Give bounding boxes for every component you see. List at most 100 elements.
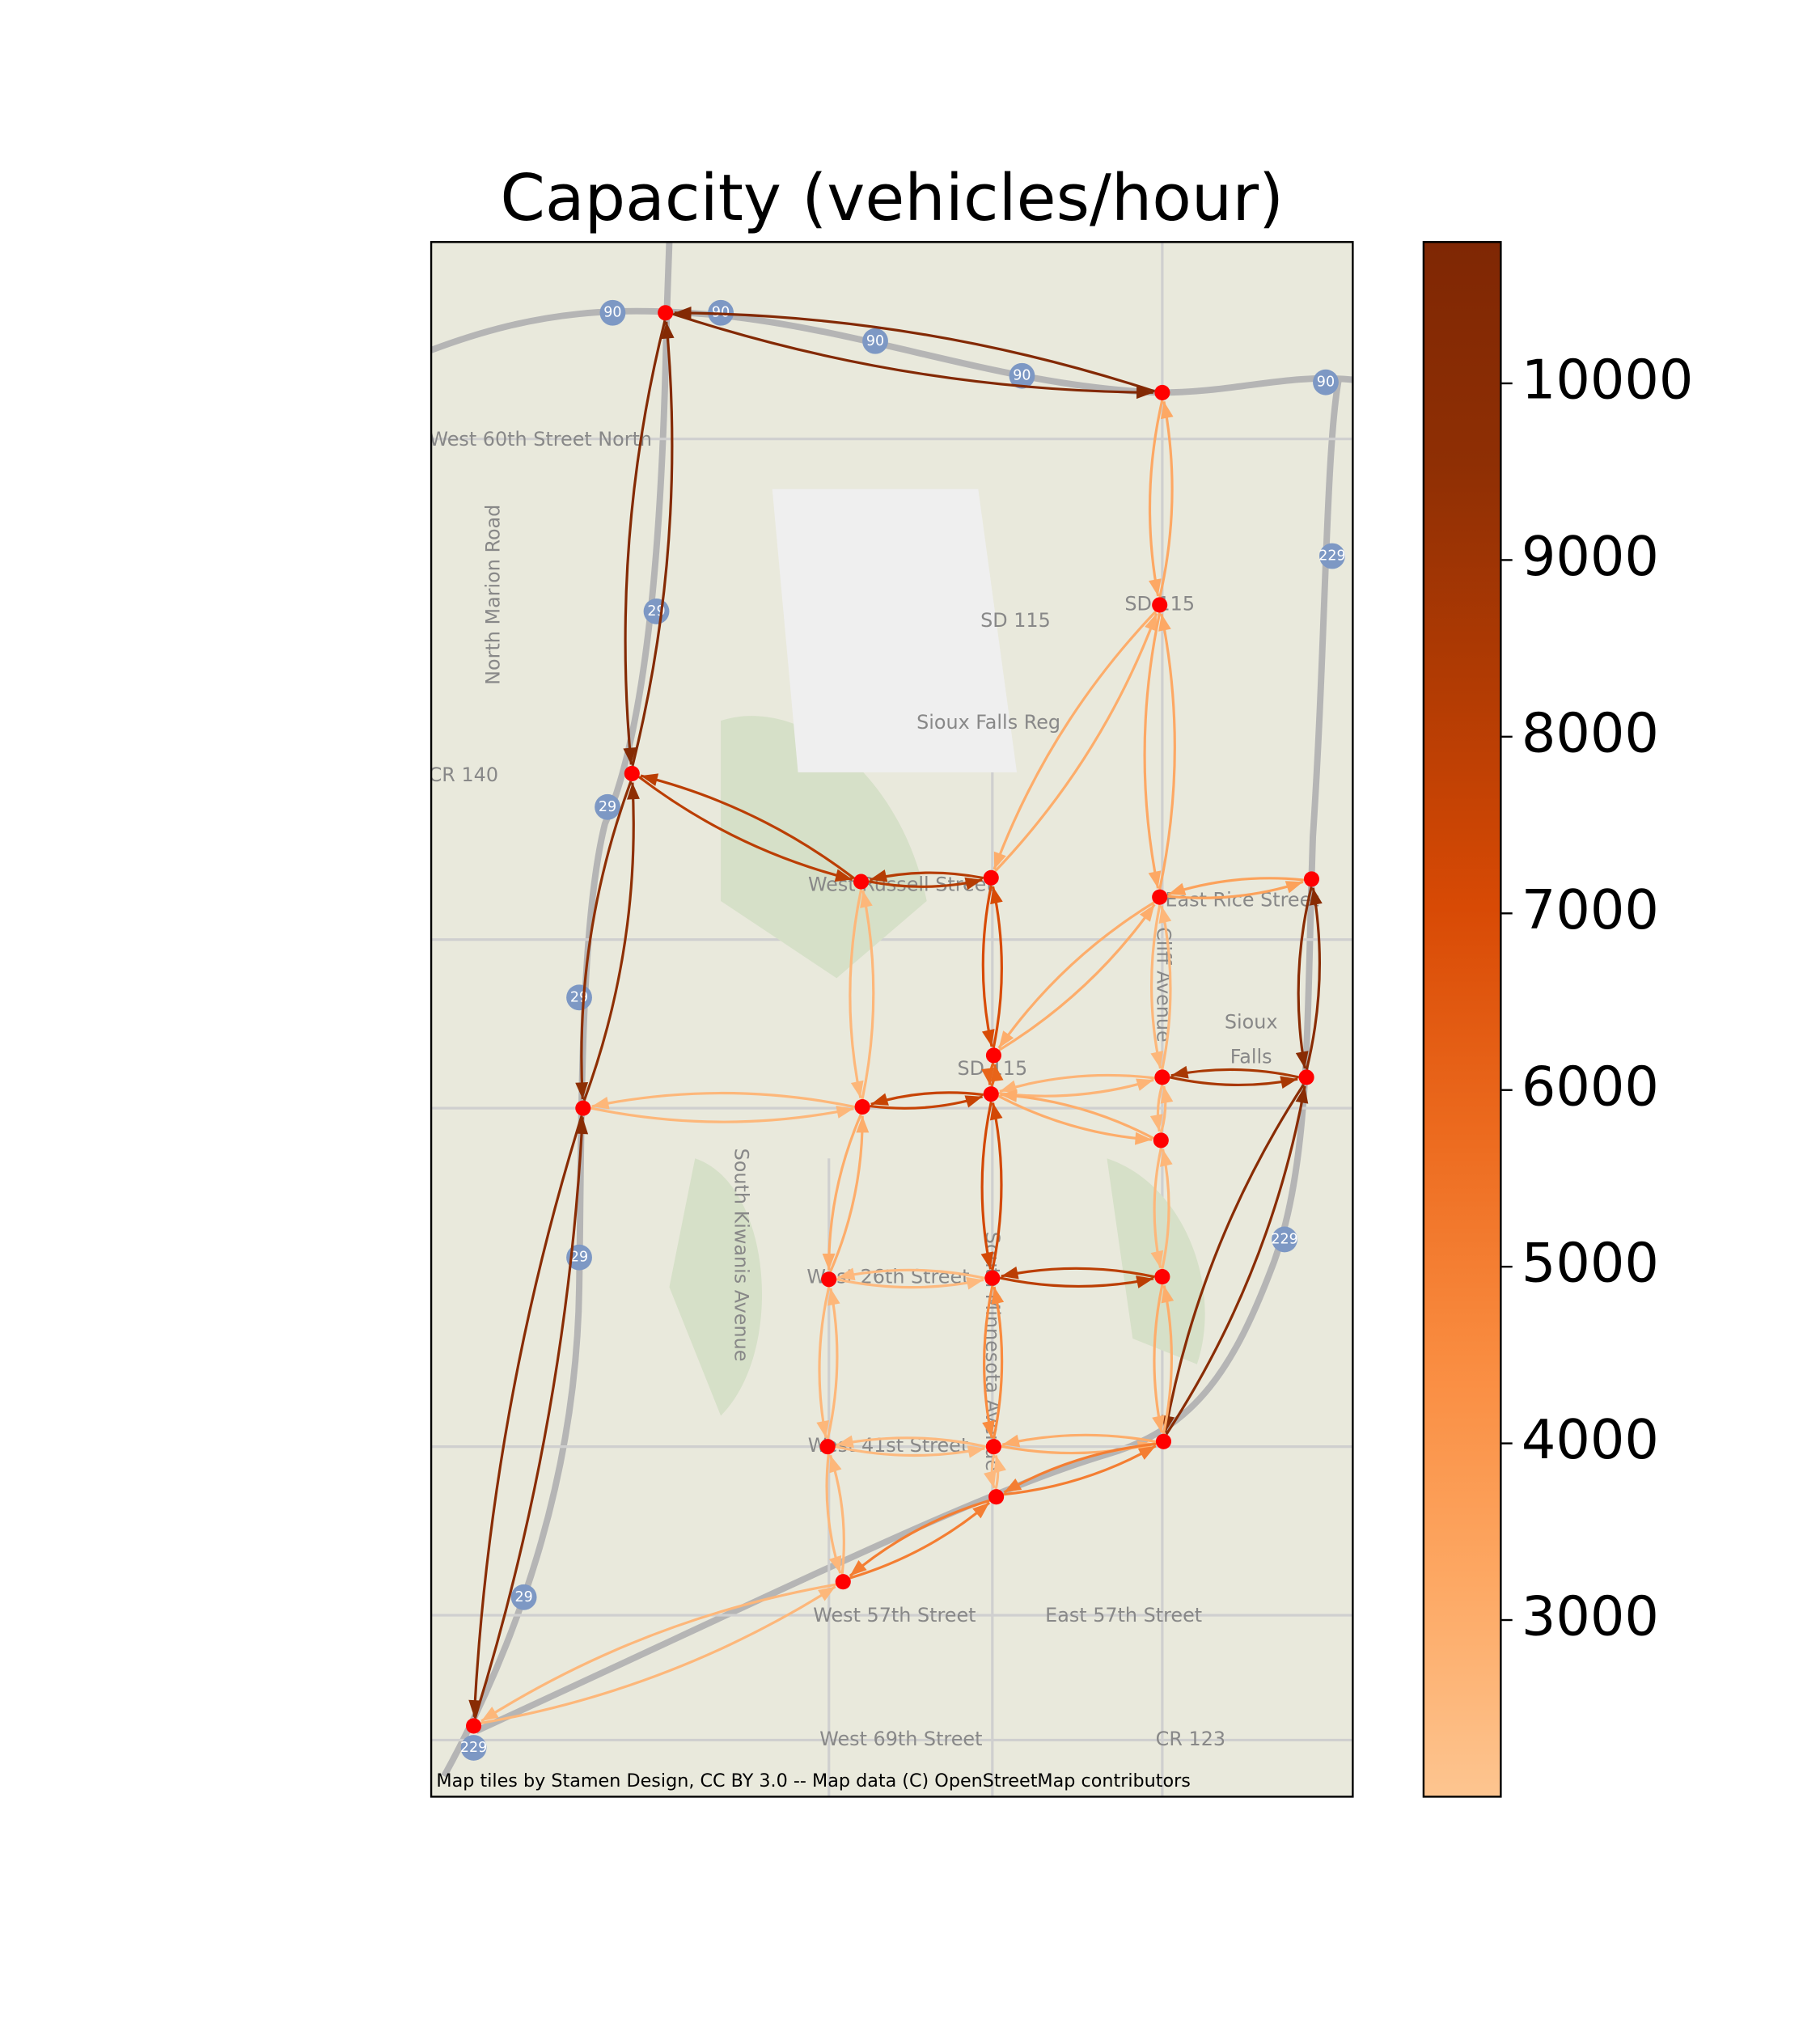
link <box>1148 400 1164 597</box>
node <box>983 1086 999 1102</box>
arrowhead <box>1161 1285 1175 1304</box>
link <box>1000 1093 1154 1140</box>
arrowhead <box>1002 1434 1021 1448</box>
arrowhead <box>837 1267 856 1281</box>
arrowhead <box>1152 1415 1165 1433</box>
link <box>590 1106 854 1123</box>
arrowhead <box>966 1276 984 1290</box>
node <box>1155 1433 1172 1449</box>
arrowhead <box>1145 613 1158 632</box>
map-label: West 60th Street North <box>430 428 652 451</box>
route-shield <box>1319 543 1345 569</box>
airport <box>772 489 1018 772</box>
arrowhead <box>1136 1078 1154 1091</box>
map-label: North Marion Road <box>482 505 505 685</box>
route-shield <box>460 1735 487 1761</box>
arrowhead <box>1168 882 1187 895</box>
arrowhead <box>999 1080 1018 1093</box>
arrowhead <box>984 1470 997 1488</box>
map-label: East 57th Street <box>1045 1604 1202 1626</box>
colorbar-tick-label: 3000 <box>1522 1585 1659 1648</box>
arrowhead <box>1160 1085 1174 1104</box>
link <box>849 889 863 1098</box>
colorbar-tick-label: 6000 <box>1522 1055 1659 1118</box>
arrowhead <box>1285 881 1303 894</box>
map-label: South Kiwanis Avenue <box>730 1148 752 1362</box>
arrowhead <box>1150 1250 1164 1268</box>
arrowhead <box>836 1106 854 1119</box>
node <box>853 874 870 890</box>
link <box>999 1073 1155 1093</box>
colorbar-tick-label: 10000 <box>1522 349 1694 412</box>
arrowhead <box>661 321 675 340</box>
map-label: 229 <box>1271 1231 1297 1247</box>
highway <box>475 379 1342 1734</box>
arrowhead <box>870 869 888 882</box>
arrowhead <box>834 869 853 882</box>
arrowhead <box>591 1096 610 1110</box>
node <box>854 1098 870 1115</box>
map-label: 229 <box>460 1740 487 1756</box>
arrowhead <box>1148 870 1162 889</box>
link <box>1158 401 1174 598</box>
link <box>861 890 875 1100</box>
link <box>1003 1445 1157 1496</box>
link <box>480 1583 836 1723</box>
link <box>835 1445 985 1457</box>
link <box>472 1115 583 1717</box>
arrowhead <box>870 1093 889 1106</box>
arrowhead <box>1295 1051 1309 1068</box>
arrowhead <box>1000 1089 1018 1102</box>
link <box>981 885 993 1047</box>
arrowhead <box>993 851 1006 869</box>
arrowhead <box>850 1080 864 1098</box>
arrowhead <box>1160 401 1174 420</box>
map-frame <box>430 241 1354 1798</box>
link <box>992 886 1003 1048</box>
route-shield <box>599 299 626 326</box>
node <box>466 1718 482 1734</box>
arrowhead <box>575 1081 589 1100</box>
arrowhead <box>1170 1065 1189 1079</box>
arrowhead <box>856 1115 870 1133</box>
node <box>1298 1069 1314 1085</box>
node <box>658 305 674 321</box>
node <box>835 1574 851 1590</box>
arrowhead <box>816 1419 829 1438</box>
arrowhead <box>993 1455 1006 1474</box>
title: Capacity (vehicles/hour) <box>500 160 1284 235</box>
link <box>1153 1284 1164 1433</box>
link <box>672 312 1153 394</box>
link <box>836 1278 984 1289</box>
arrowhead <box>623 747 637 765</box>
node <box>575 1100 591 1116</box>
map-label: 90 <box>1013 368 1031 384</box>
link <box>640 774 855 880</box>
link <box>1000 1276 1154 1288</box>
arrowhead <box>627 782 640 800</box>
map-label: 29 <box>514 1589 532 1605</box>
node <box>1154 1269 1170 1285</box>
link <box>1001 1267 1155 1279</box>
arrowhead <box>860 890 873 908</box>
map-label: 29 <box>599 799 616 815</box>
route-shield <box>1009 362 1035 389</box>
map-label: 90 <box>1317 374 1335 391</box>
node <box>1152 597 1168 613</box>
link <box>631 321 674 767</box>
link <box>580 780 633 1100</box>
arrowhead <box>1134 1132 1153 1145</box>
map-label: Falls <box>1230 1046 1272 1068</box>
arrowhead <box>1158 906 1172 924</box>
attribution: Map tiles by Stamen Design, CC BY 3.0 --… <box>436 1770 1190 1791</box>
arrowhead <box>964 877 983 890</box>
node <box>821 1271 837 1288</box>
node <box>985 1439 1001 1455</box>
link <box>1163 1083 1305 1433</box>
route-shield <box>862 328 888 354</box>
link <box>983 1285 994 1439</box>
node <box>624 765 640 781</box>
arrowhead <box>1136 386 1153 400</box>
map-label: West 57th Street <box>813 1604 976 1626</box>
